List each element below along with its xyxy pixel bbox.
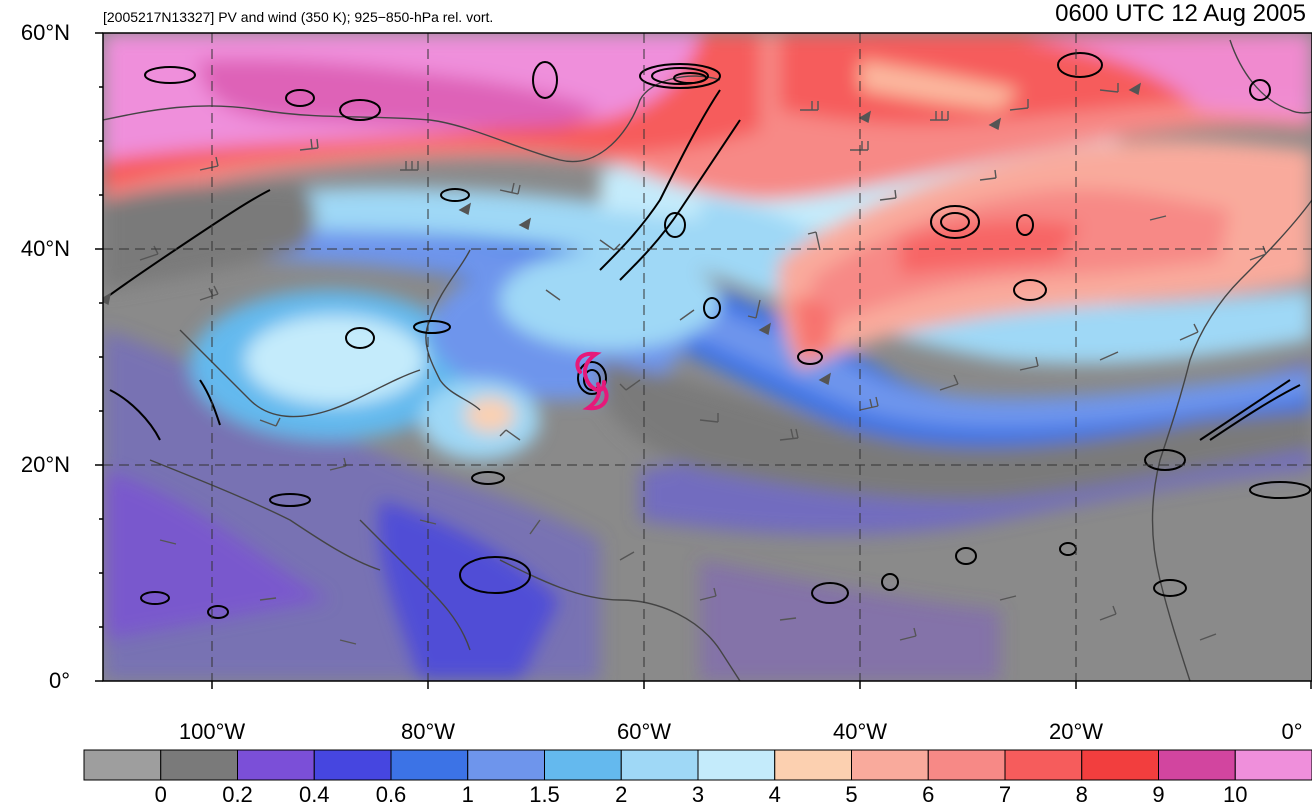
pv-shading xyxy=(103,33,1312,681)
colorbar-label: 0.4 xyxy=(298,782,330,807)
colorbar-swatch xyxy=(544,749,622,781)
colorbar-label: 10 xyxy=(1223,782,1248,807)
map-caption: [2005217N13327] PV and wind (350 K); 925… xyxy=(103,9,494,25)
colorbar-label: 2 xyxy=(615,782,628,807)
colorbar-swatch xyxy=(390,749,469,781)
colorbar-swatch xyxy=(927,749,1006,781)
lon-label-20w: 20°W xyxy=(1048,719,1104,744)
colorbar-swatch xyxy=(851,749,929,781)
lat-label-0: 0° xyxy=(48,668,70,693)
lon-label-80w: 80°W xyxy=(400,719,456,744)
map-timestamp: 0600 UTC 12 Aug 2005 xyxy=(1055,0,1306,27)
wind-barbs xyxy=(103,82,1267,645)
colorbar-label: 5 xyxy=(845,782,858,807)
lat-label-60n: 60°N xyxy=(20,20,70,45)
colorbar-swatch xyxy=(83,749,162,781)
colorbar-label: 3 xyxy=(691,782,705,807)
lat-label-40n: 40°N xyxy=(20,236,70,261)
colorbar-swatch xyxy=(697,749,776,781)
colorbar-label: 8 xyxy=(1075,782,1088,807)
lon-label-40w: 40°W xyxy=(832,719,888,744)
axis-ticks xyxy=(95,32,1312,689)
colorbar-label: 7 xyxy=(998,782,1012,807)
lon-label-0: 0° xyxy=(1281,719,1303,744)
colorbar-label: 1 xyxy=(461,782,474,807)
vorticity-contours xyxy=(103,52,1311,619)
lon-label-100w: 100°W xyxy=(178,719,246,744)
colorbar-swatch xyxy=(237,749,315,781)
lon-label-60w: 60°W xyxy=(616,719,672,744)
colorbar-label: 0.2 xyxy=(222,782,253,807)
colorbar-swatch xyxy=(774,749,852,781)
colorbar-label: 6 xyxy=(922,782,935,807)
colorbar-swatch xyxy=(620,749,699,781)
tropical-storm-symbol xyxy=(575,351,609,411)
colorbar-label: 9 xyxy=(1152,782,1165,807)
colorbar-label: 4 xyxy=(768,782,781,807)
colorbar-label: 0.6 xyxy=(375,782,407,807)
colorbar-label: 1.5 xyxy=(529,782,560,807)
colorbar-swatch xyxy=(313,749,392,781)
colorbar xyxy=(83,749,1312,781)
colorbar-label: 0 xyxy=(154,782,167,807)
colorbar-swatch xyxy=(1234,749,1312,781)
colorbar-swatch xyxy=(467,749,545,781)
colorbar-swatch xyxy=(1004,749,1083,781)
colorbar-swatch xyxy=(1158,749,1236,781)
colorbar-swatch xyxy=(1081,749,1159,781)
colorbar-swatch xyxy=(160,749,238,781)
coastlines xyxy=(103,39,1312,681)
lat-label-20n: 20°N xyxy=(20,452,70,477)
graticule xyxy=(103,33,1312,681)
